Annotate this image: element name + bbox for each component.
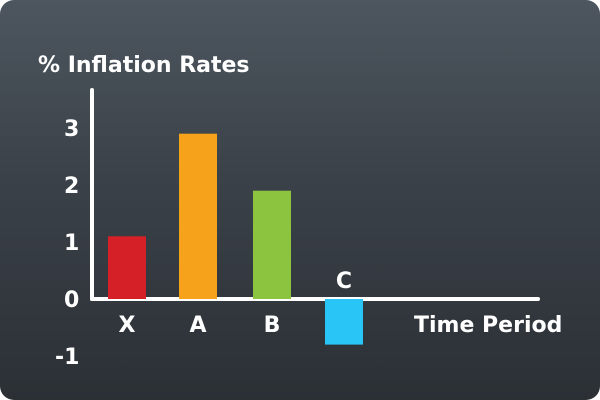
category-label-a: A	[189, 313, 206, 338]
y-tick-label: -1	[55, 345, 79, 370]
bar-b	[253, 190, 291, 299]
bar-c	[325, 299, 363, 345]
category-label-x: X	[119, 313, 136, 338]
y-tick-label: 1	[64, 231, 79, 256]
y-tick-label: 2	[64, 174, 79, 199]
bar-a	[179, 133, 217, 299]
y-tick-label: 0	[64, 288, 79, 313]
y-axis-label: % Inflation Rates	[38, 53, 250, 78]
bar-x	[108, 236, 146, 299]
x-axis-label: Time Period	[414, 313, 562, 338]
y-tick-label: 3	[64, 117, 79, 142]
category-label-b: B	[264, 313, 281, 338]
category-label-c: C	[336, 269, 352, 294]
